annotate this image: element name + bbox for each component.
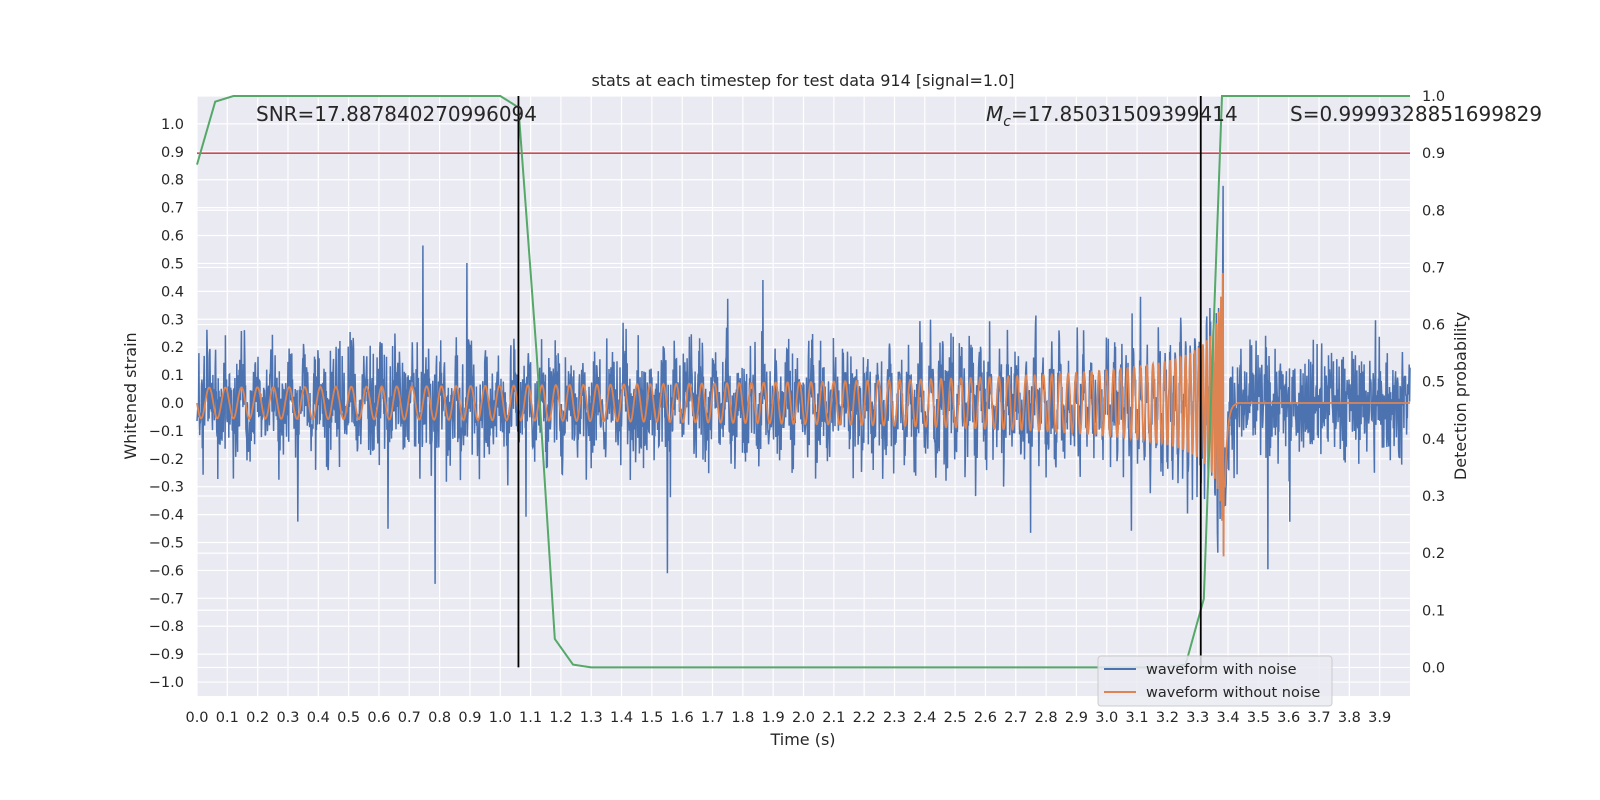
y2-ticks: 1.0 0.9 0.8 0.7 0.6 0.5 0.4 0.3 0.2 0.1 0.0 (1422, 89, 1445, 676)
legend-label-noise: waveform with noise (1146, 662, 1297, 678)
x-tick-label: 1.7 (701, 710, 724, 726)
y2-tick-label: 0.2 (1422, 546, 1445, 562)
x-tick-label: 3.4 (1217, 710, 1240, 726)
x-tick-label: 2.9 (1065, 710, 1088, 726)
chart-title: stats at each timestep for test data 914… (591, 71, 1014, 90)
y-tick-label: −0.9 (149, 647, 184, 663)
legend-box (1097, 655, 1333, 707)
y-tick-label: −0.4 (149, 508, 184, 524)
detection-probability-line (196, 95, 1410, 669)
x-tick-label: 2.6 (974, 710, 997, 726)
y-tick-label: −1.0 (149, 675, 184, 691)
y-ticks: 1.0 0.9 0.8 0.7 0.6 0.5 0.4 0.3 0.2 0.1 0.0 −0.1 −0.… (149, 117, 184, 691)
x-tick-label: 2.1 (822, 710, 845, 726)
x-tick-label: 3.8 (1338, 710, 1361, 726)
y2-axis-label: Detection probability (1451, 312, 1470, 480)
y2-tick-label: 0.7 (1422, 260, 1445, 276)
detection-score-annotation: S=0.9999328851699829 (1290, 102, 1542, 126)
x-tick-label: 3.0 (1095, 710, 1118, 726)
y2-tick-label: 0.6 (1422, 318, 1445, 334)
chirp-mass-annotation: Mc=17.85031509399414 (986, 102, 1238, 130)
y-axis-label: Whitened strain (121, 332, 140, 459)
y-tick-label: 0.8 (161, 173, 184, 189)
y-tick-label: 0.4 (161, 284, 184, 300)
x-tick-label: 1.8 (731, 710, 754, 726)
snr-annotation: SNR=17.887840270996094 (256, 102, 537, 126)
y2-tick-label: 0.1 (1422, 603, 1445, 619)
y2-tick-label: 0.9 (1422, 146, 1445, 162)
x-tick-label: 0.6 (367, 710, 390, 726)
x-tick-label: 3.2 (1156, 710, 1179, 726)
y2-tick-label: 0.4 (1422, 432, 1445, 448)
x-axis-label: Time (s) (769, 730, 835, 749)
x-tick-label: 0.7 (398, 710, 421, 726)
x-tick-label: 0.2 (246, 710, 269, 726)
chirp-mass-symbol: M (986, 102, 1003, 126)
x-tick-label: 2.3 (883, 710, 906, 726)
y2-tick-label: 0.0 (1422, 660, 1445, 676)
x-tick-label: 0.9 (458, 710, 481, 726)
y-tick-label: 0.3 (161, 312, 184, 328)
x-tick-label: 3.9 (1368, 710, 1391, 726)
y2-tick-label: 1.0 (1422, 89, 1445, 105)
x-tick-label: 3.1 (1126, 710, 1149, 726)
x-tick-label: 2.4 (913, 710, 936, 726)
x-ticks: 0.0 0.1 0.2 0.3 0.4 0.5 0.6 0.7 0.8 0.9 1.0 1.1 1.2 1… (185, 710, 1391, 726)
y-tick-label: 0.9 (161, 145, 184, 161)
x-tick-label: 3.3 (1186, 710, 1209, 726)
x-tick-label: 2.2 (853, 710, 876, 726)
x-tick-label: 0.1 (216, 710, 239, 726)
y-tick-label: 0.5 (161, 256, 184, 272)
clean-line (196, 272, 1410, 557)
y-tick-label: −0.7 (149, 591, 184, 607)
series-waveform-without-noise (196, 272, 1410, 557)
x-tick-label: 1.4 (610, 710, 633, 726)
x-tick-label: 2.5 (944, 710, 967, 726)
y2-tick-label: 0.5 (1422, 375, 1445, 391)
y-tick-label: −0.2 (149, 452, 184, 468)
y-tick-label: 0.1 (161, 368, 184, 384)
y-tick-label: 0.6 (161, 229, 184, 245)
x-tick-label: 2.7 (1004, 710, 1027, 726)
x-tick-label: 2.8 (1035, 710, 1058, 726)
x-tick-label: 1.6 (671, 710, 694, 726)
x-tick-label: 3.5 (1247, 710, 1270, 726)
x-tick-label: 1.1 (519, 710, 542, 726)
y-tick-label: 0.2 (161, 340, 184, 356)
y-tick-label: 0.0 (161, 396, 184, 412)
x-tick-label: 0.8 (428, 710, 451, 726)
y-tick-label: −0.5 (149, 536, 184, 552)
x-tick-label: 3.7 (1307, 710, 1330, 726)
chirp-mass-value: =17.85031509399414 (1011, 102, 1238, 126)
y2-tick-label: 0.3 (1422, 489, 1445, 505)
x-tick-label: 0.4 (307, 710, 330, 726)
y-tick-label: 1.0 (161, 117, 184, 133)
x-tick-label: 1.9 (762, 710, 785, 726)
legend-label-clean: waveform without noise (1146, 685, 1320, 701)
y2-tick-label: 0.8 (1422, 203, 1445, 219)
y-tick-label: −0.8 (149, 619, 184, 635)
x-tick-label: 1.0 (489, 710, 512, 726)
x-tick-label: 1.3 (580, 710, 603, 726)
y-tick-label: 0.7 (161, 201, 184, 217)
x-tick-label: 0.5 (337, 710, 360, 726)
x-tick-label: 2.0 (792, 710, 815, 726)
chirp-mass-subscript: c (1003, 114, 1011, 130)
x-tick-label: 3.6 (1277, 710, 1300, 726)
x-tick-label: 0.3 (276, 710, 299, 726)
x-tick-label: 0.0 (185, 710, 208, 726)
x-tick-label: 1.2 (549, 710, 572, 726)
y-tick-label: −0.6 (149, 563, 184, 579)
y-tick-label: −0.3 (149, 480, 184, 496)
x-tick-label: 1.5 (640, 710, 663, 726)
legend: waveform with noise waveform without noi… (1097, 655, 1333, 707)
overlays (196, 95, 1410, 669)
y-tick-label: −0.1 (149, 424, 184, 440)
